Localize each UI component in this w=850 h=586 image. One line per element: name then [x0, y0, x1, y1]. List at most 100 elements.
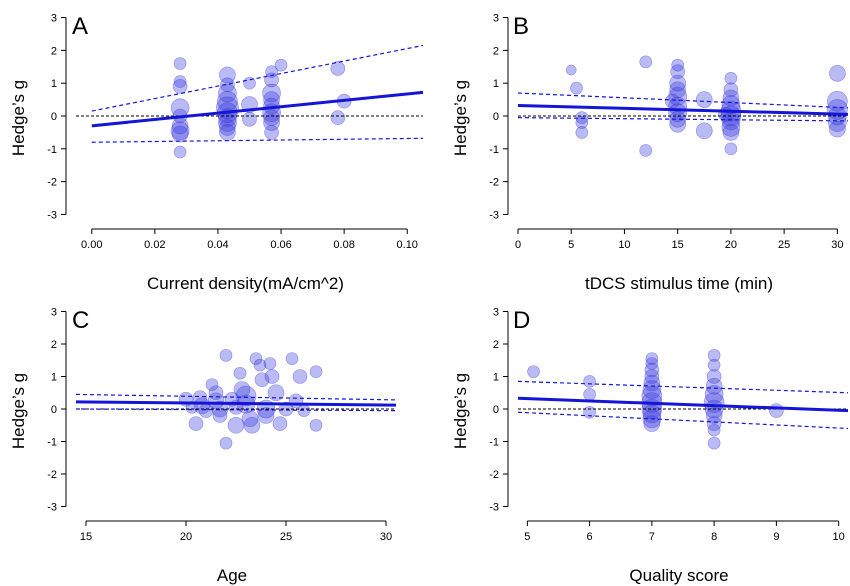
data-point — [309, 418, 323, 432]
x-axis-label: Current density(mA/cm^2) — [147, 274, 344, 293]
x-tick-label: 5 — [524, 531, 530, 543]
data-point — [644, 362, 660, 378]
y-tick-label: 2 — [51, 45, 57, 57]
data-point — [583, 405, 596, 419]
data-point — [173, 57, 187, 70]
data-point — [292, 369, 308, 384]
data-point — [724, 142, 738, 156]
data-point — [642, 380, 662, 399]
regression-line — [75, 400, 397, 407]
y-tick-label: -3 — [47, 502, 57, 514]
ci-upper-line — [517, 92, 849, 109]
x-tick-label: 10 — [618, 239, 630, 251]
panel-a: -3 -2 -1 0 1 2 3 0.00 0.02 0.04 0.06 0.08 0.10 Curren… — [9, 13, 424, 293]
data-point — [583, 388, 596, 401]
data-point — [330, 61, 346, 76]
data-point — [575, 126, 589, 139]
data-point — [706, 369, 722, 384]
data-point — [665, 93, 680, 109]
y-tick-label: -3 — [489, 502, 499, 514]
data-point — [721, 95, 741, 114]
x-tick-label: 7 — [649, 531, 655, 543]
y-tick-label: 1 — [493, 372, 499, 384]
data-point — [639, 55, 653, 69]
x-tick-label: 10 — [833, 531, 845, 543]
data-point — [263, 357, 277, 370]
data-point — [671, 58, 684, 72]
regression-line — [517, 396, 849, 413]
data-point — [670, 64, 685, 80]
x-tick-label: 6 — [587, 531, 593, 543]
x-tick-label: 0.10 — [397, 239, 418, 251]
data-point — [243, 76, 256, 90]
data-point — [285, 352, 299, 365]
x-tick-label: 30 — [831, 239, 843, 251]
panel-d: -3 -2 -1 0 1 2 3 5 6 7 8 9 10 Quality score Hedge’s g D — [451, 307, 849, 585]
y-tick-label: 3 — [51, 307, 57, 319]
data-point — [330, 110, 346, 125]
data-point — [570, 81, 583, 95]
y-tick-label: 0 — [51, 111, 57, 123]
x-tick-label: 20 — [180, 531, 192, 543]
y-tick-label: -2 — [489, 469, 499, 481]
y-tick-label: -2 — [47, 177, 57, 189]
data-point — [219, 436, 233, 450]
x-axis-label: Age — [217, 566, 247, 585]
x-tick-label: 9 — [773, 531, 779, 543]
data-point — [257, 407, 275, 424]
data-point — [695, 122, 713, 140]
data-point — [249, 352, 263, 365]
data-point — [205, 378, 219, 391]
data-point — [829, 65, 846, 82]
y-tick-label: -2 — [489, 177, 499, 189]
x-axis-label: tDCS stimulus time (min) — [585, 274, 773, 293]
data-point — [242, 111, 257, 127]
data-point — [827, 90, 848, 112]
data-point — [227, 416, 245, 434]
data-point — [171, 125, 189, 143]
y-axis-label: Hedge’s g — [9, 80, 28, 156]
y-tick-label: 0 — [493, 111, 499, 123]
data-point — [829, 120, 846, 138]
data-point — [233, 381, 251, 398]
ci-lower-line — [517, 411, 849, 430]
data-point — [243, 416, 261, 434]
data-point — [583, 375, 596, 388]
panel-label: C — [72, 307, 89, 334]
data-point — [575, 116, 589, 129]
data-point — [170, 121, 190, 141]
data-point — [272, 416, 288, 431]
x-tick-label: 0.02 — [144, 239, 165, 251]
data-point — [769, 403, 784, 418]
y-tick-label: -1 — [489, 144, 499, 156]
y-axis-label: Hedge’s g — [451, 373, 470, 449]
y-axis-label: Hedge’s g — [9, 373, 28, 449]
data-point — [235, 385, 257, 407]
data-point — [264, 72, 279, 88]
x-tick-label: 0.04 — [207, 239, 228, 251]
data-point — [219, 124, 236, 141]
data-point — [241, 410, 259, 428]
data-point — [265, 65, 278, 79]
ci-upper-line — [75, 393, 397, 401]
data-point — [669, 81, 686, 99]
data-point — [724, 71, 738, 85]
data-point — [705, 377, 723, 395]
data-point — [219, 119, 236, 136]
x-tick-label: 0.08 — [333, 239, 354, 251]
x-tick-label: 0 — [515, 239, 521, 251]
data-point — [173, 75, 187, 88]
data-point — [309, 365, 323, 378]
data-point — [220, 77, 235, 93]
data-point — [173, 145, 187, 159]
y-tick-label: -2 — [47, 469, 57, 481]
y-tick-label: 2 — [51, 339, 57, 351]
data-point — [643, 415, 661, 432]
data-point — [212, 408, 228, 423]
panel-label: B — [513, 13, 529, 40]
data-point — [645, 352, 659, 365]
data-point — [254, 372, 270, 388]
y-tick-label: 2 — [493, 339, 499, 351]
